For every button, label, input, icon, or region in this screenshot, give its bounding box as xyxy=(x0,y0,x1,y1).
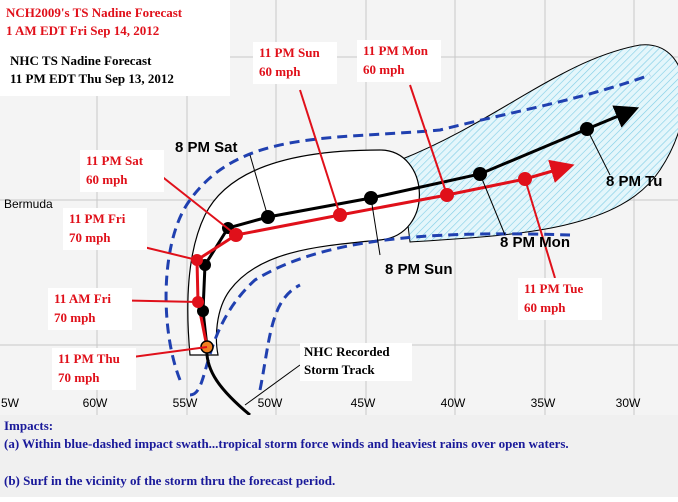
title: NCH2009's TS Nadine Forecast xyxy=(6,5,183,20)
track-note: NHC Recorded xyxy=(304,344,390,359)
label-box xyxy=(80,150,164,192)
longitude-label: 30W xyxy=(616,396,641,410)
label-intensity: 70 mph xyxy=(69,230,111,245)
impacts-line: (a) Within blue-dashed impact swath...tr… xyxy=(4,436,569,451)
label-box xyxy=(48,288,132,330)
label-time: 11 AM Fri xyxy=(54,291,111,306)
impact-swath xyxy=(164,73,651,397)
impacts-heading: Impacts: xyxy=(4,418,53,433)
label-time: 11 PM Thu xyxy=(58,351,120,366)
longitude-label: 45W xyxy=(351,396,376,410)
label-box xyxy=(253,42,337,84)
nhc-label: 8 PM Sat xyxy=(175,139,238,156)
nhc-label: 8 PM Sun xyxy=(385,261,453,278)
longitude-label: 5W xyxy=(1,396,20,410)
label-intensity: 70 mph xyxy=(58,370,100,385)
label-time: 11 PM Fri xyxy=(69,211,126,226)
label-time: 11 PM Sun xyxy=(259,45,320,60)
impact-swath xyxy=(258,283,301,391)
nhc-leaders xyxy=(244,128,611,406)
longitude-label: 35W xyxy=(531,396,556,410)
impacts-line: (b) Surf in the vicinity of the storm th… xyxy=(4,473,335,488)
nhc-issued: 11 PM EDT Thu Sep 13, 2012 xyxy=(10,71,174,86)
label-box xyxy=(63,208,147,250)
longitude-label: 50W xyxy=(258,396,283,410)
label-intensity: 60 mph xyxy=(259,64,301,79)
label-intensity: 60 mph xyxy=(363,62,405,77)
impacts-panel xyxy=(0,415,678,497)
label-box xyxy=(518,278,602,320)
nhc-title: NHC TS Nadine Forecast xyxy=(10,53,152,68)
issued: 1 AM EDT Fri Sep 14, 2012 xyxy=(6,23,159,38)
label-intensity: 60 mph xyxy=(86,172,128,187)
label-time: 11 PM Mon xyxy=(363,43,429,58)
nhc-label: 8 PM Tu xyxy=(606,173,662,190)
label-intensity: 70 mph xyxy=(54,310,96,325)
label-box xyxy=(52,348,136,390)
header-box xyxy=(0,0,230,96)
longitude-label: 55W xyxy=(173,396,198,410)
recorded-track xyxy=(205,346,251,417)
nhc-label: 8 PM Mon xyxy=(500,234,570,251)
note-box xyxy=(300,343,412,381)
place-label: Bermuda xyxy=(4,197,53,211)
forecast-track xyxy=(195,159,575,348)
label-box xyxy=(357,40,441,82)
label-time: 11 PM Sat xyxy=(86,153,144,168)
label-time: 11 PM Tue xyxy=(524,281,583,296)
track-note: Storm Track xyxy=(304,362,375,377)
longitude-label: 60W xyxy=(83,396,108,410)
longitude-label: 40W xyxy=(441,396,466,410)
label-intensity: 60 mph xyxy=(524,300,566,315)
